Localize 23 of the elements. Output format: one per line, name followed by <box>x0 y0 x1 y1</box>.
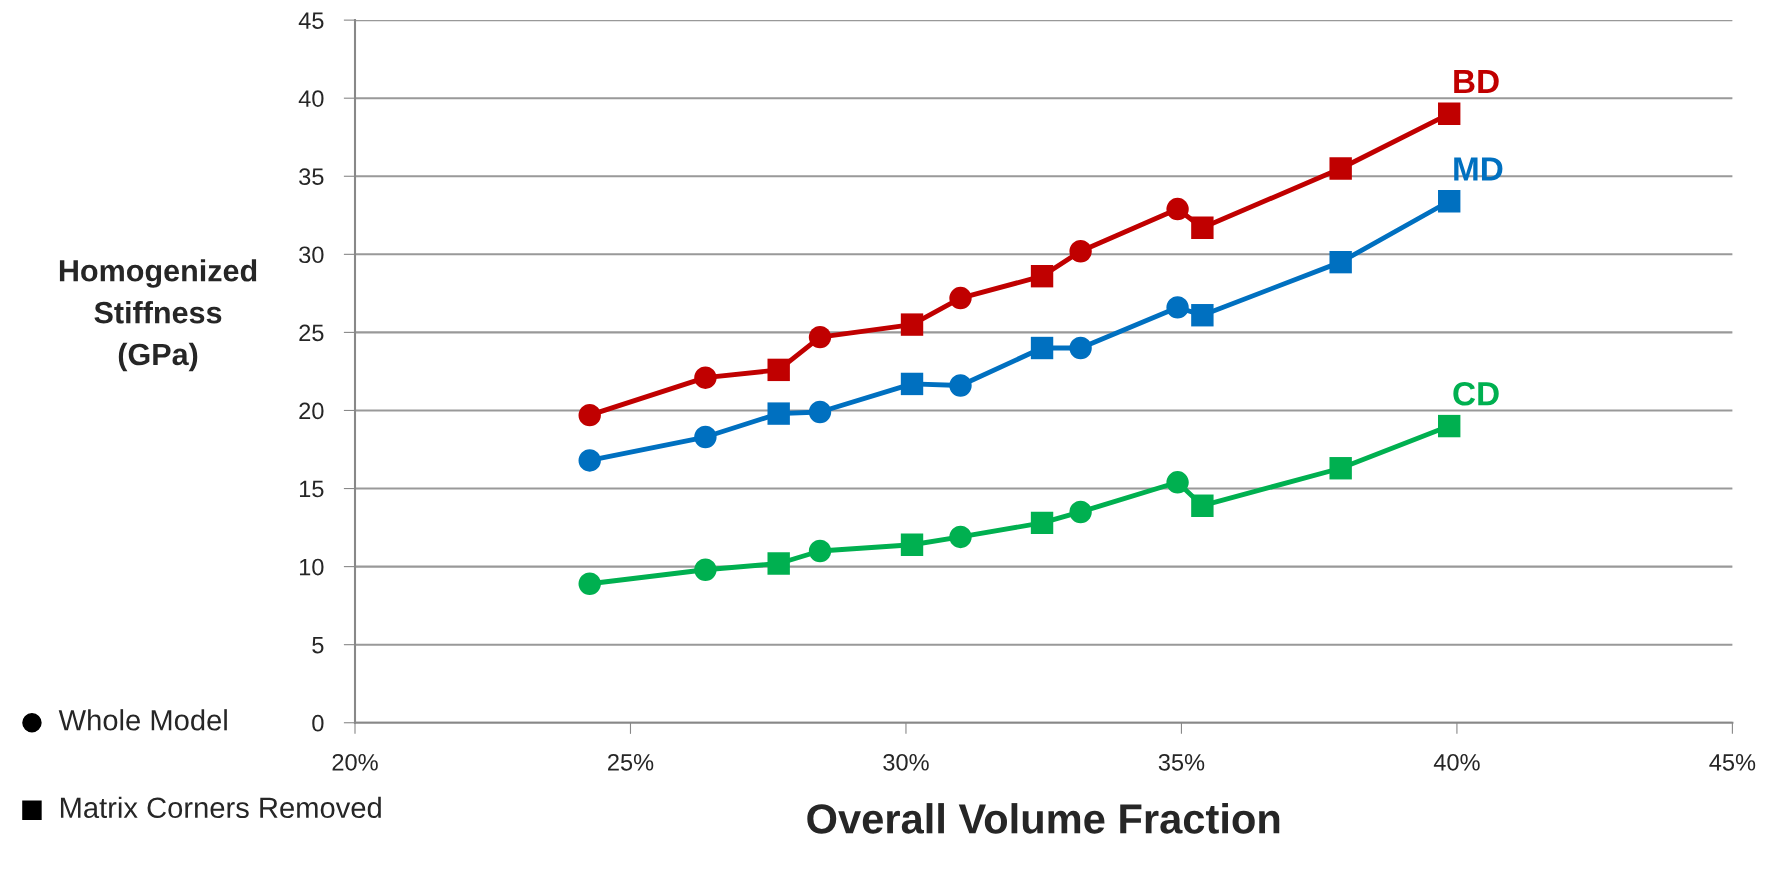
x-tick-label: 45% <box>1709 754 1756 771</box>
y-tick-label: 15 <box>299 480 324 498</box>
y-tick-label: 0 <box>312 714 324 732</box>
y-tick-label: 35 <box>299 168 324 186</box>
y-axis-title: Homogenized Stiffness (GPa) <box>59 259 257 372</box>
x-tick-label: 20% <box>332 753 378 771</box>
text: Whole Model <box>58 709 227 731</box>
x-axis-title: Overall Volume Fraction <box>807 803 1280 834</box>
x-tick-label: 30% <box>883 753 929 771</box>
x-tick-label: 40% <box>1433 753 1480 771</box>
y-tick-label: 20 <box>299 402 324 420</box>
y-tick-label: 45 <box>298 12 324 29</box>
y-tick-label: 25 <box>299 324 324 342</box>
y-tick-label: 30 <box>299 246 324 264</box>
x-tick-label: 25% <box>608 753 654 771</box>
y-tick-label: 10 <box>299 558 324 576</box>
y-tick-label: 5 <box>312 636 324 654</box>
series-label: MD <box>1454 157 1503 181</box>
series-label: CD <box>1453 382 1499 406</box>
series-label: BD <box>1454 70 1499 93</box>
x-tick-label: 35% <box>1158 753 1205 771</box>
y-tick-label: 40 <box>298 90 324 107</box>
text: Matrix Corners Removed <box>60 796 381 819</box>
